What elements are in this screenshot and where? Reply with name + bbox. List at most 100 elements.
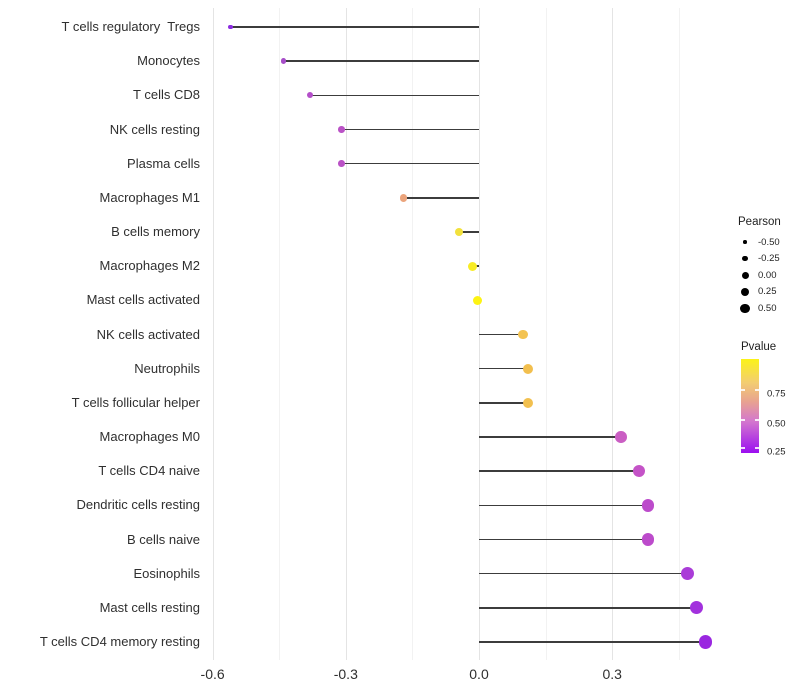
legend-size-dot-icon — [741, 271, 749, 279]
y-axis-label: Mast cells activated — [86, 292, 200, 308]
lollipop-stick — [310, 94, 479, 97]
legend-size-entry: -0.50 — [738, 234, 781, 251]
lollipop-stick — [341, 128, 479, 131]
legend-size-value: 0.50 — [758, 302, 777, 314]
lollipop-dot — [399, 194, 408, 202]
y-axis-label: T cells CD4 naive — [98, 463, 200, 479]
gridline-major — [345, 8, 347, 660]
lollipop-dot — [518, 329, 529, 340]
lollipop-dot — [280, 58, 287, 64]
lollipop-dot — [307, 92, 314, 99]
legend-size-entry: -0.25 — [738, 251, 781, 268]
lollipop-stick — [479, 436, 622, 438]
lollipop-dot — [689, 601, 704, 615]
legend-size-entry: 0.00 — [738, 267, 781, 284]
y-axis-label: Plasma cells — [127, 155, 200, 171]
legend-pvalue-title: Pvalue — [741, 341, 777, 353]
lollipop-stick — [479, 367, 528, 370]
y-axis-label: Macrophages M2 — [99, 258, 200, 274]
x-axis-tick-label: -0.6 — [200, 666, 225, 682]
y-axis-label: T cells follicular helper — [71, 394, 200, 410]
lollipop-stick — [459, 231, 479, 233]
y-axis-label: Neutrophils — [134, 360, 200, 376]
lollipop-dot — [454, 227, 464, 237]
legend-size-value: 0.00 — [758, 269, 777, 281]
lollipop-stick — [479, 504, 648, 507]
gradient-tick-label: 0.75 — [767, 388, 786, 400]
x-axis-tick-label: -0.3 — [333, 666, 358, 682]
legend-pearson-title: Pearson — [738, 216, 781, 228]
x-axis-tick-label: 0.0 — [469, 666, 489, 682]
lollipop-stick — [283, 60, 479, 62]
y-axis-label: Monocytes — [137, 53, 200, 69]
gridline-minor — [279, 8, 281, 660]
legend-size-entry: 0.50 — [738, 300, 781, 317]
lollipop-stick — [479, 641, 706, 643]
gradient-tick-mark — [755, 419, 759, 421]
legend-size-dot-icon — [740, 287, 750, 296]
y-axis-label: B cells naive — [127, 531, 200, 547]
legend-size-entry: 0.25 — [738, 284, 781, 301]
legend-size-dot-icon — [740, 303, 750, 313]
gradient-tick-mark — [755, 389, 759, 391]
legend-pearson-entries: -0.50 -0.25 0.00 0.25 0.50 — [738, 234, 781, 317]
legend-size-value: -0.25 — [758, 253, 780, 265]
gradient-tick-mark — [755, 447, 759, 449]
gridline-major — [212, 8, 214, 660]
legend-size-dot-icon — [742, 256, 748, 262]
legend-size-key-icon — [738, 234, 752, 250]
lollipop-stick — [230, 26, 479, 28]
legend-size-dot-icon — [743, 240, 747, 245]
y-axis-label: Eosinophils — [133, 565, 201, 581]
gradient-tick-mark — [741, 447, 745, 449]
lollipop-dot — [615, 431, 627, 443]
y-axis-label: T cells CD4 memory resting — [39, 634, 200, 650]
legend-size-key-icon — [738, 267, 752, 283]
y-axis-label: T cells regulatory Tregs — [61, 19, 200, 34]
legend-size-value: -0.50 — [758, 236, 780, 248]
y-axis-label: B cells memory — [111, 224, 200, 240]
lollipop-dot — [338, 160, 345, 167]
lollipop-stick — [479, 538, 648, 541]
lollipop-stick — [479, 607, 697, 609]
x-axis-tick-label: 0.3 — [602, 666, 622, 682]
legend-pvalue-color: Pvalue 0.75 0.50 0.25 — [741, 341, 786, 458]
legend-pvalue-gradient-wrap: 0.75 0.50 0.25 — [741, 359, 786, 458]
lollipop-dot — [338, 126, 345, 133]
y-axis-label: Macrophages M0 — [99, 429, 200, 445]
lollipop-dot — [228, 24, 233, 30]
gradient-tick-mark — [741, 389, 745, 391]
pvalue-gradient-bar — [741, 359, 759, 453]
lollipop-stick — [341, 162, 479, 165]
lollipop-dot — [681, 567, 695, 581]
lollipop-dot — [467, 261, 477, 271]
lollipop-dot — [641, 499, 654, 512]
lollipop-dot — [522, 397, 533, 408]
gridline-minor — [412, 8, 414, 660]
lollipop-stick — [479, 333, 524, 336]
gradient-tick-mark — [741, 419, 745, 421]
gridline-minor — [678, 8, 680, 660]
lollipop-stick — [403, 197, 479, 199]
legend-size-key-icon — [738, 284, 752, 300]
lollipop-dot — [632, 465, 645, 478]
y-axis-label: NK cells activated — [96, 326, 200, 342]
lollipop-stick — [479, 470, 639, 472]
gradient-tick-label: 0.50 — [767, 418, 786, 430]
y-axis-label: Macrophages M1 — [99, 189, 200, 205]
plot-panel — [207, 8, 724, 660]
y-axis-label: Dendritic cells resting — [76, 497, 200, 513]
gridline-minor — [545, 8, 547, 660]
lollipop-dot — [641, 533, 654, 546]
gradient-tick-label: 0.25 — [767, 446, 786, 458]
lollipop-dot — [522, 363, 533, 374]
lollipop-stick — [479, 572, 688, 575]
legend-size-key-icon — [738, 300, 752, 316]
y-axis-label: NK cells resting — [109, 121, 200, 137]
lollipop-stick — [479, 402, 528, 404]
lollipop-dot — [473, 295, 483, 305]
gridline-major — [612, 8, 614, 660]
legend-size-value: 0.25 — [758, 286, 777, 298]
legend-size-key-icon — [738, 251, 752, 267]
